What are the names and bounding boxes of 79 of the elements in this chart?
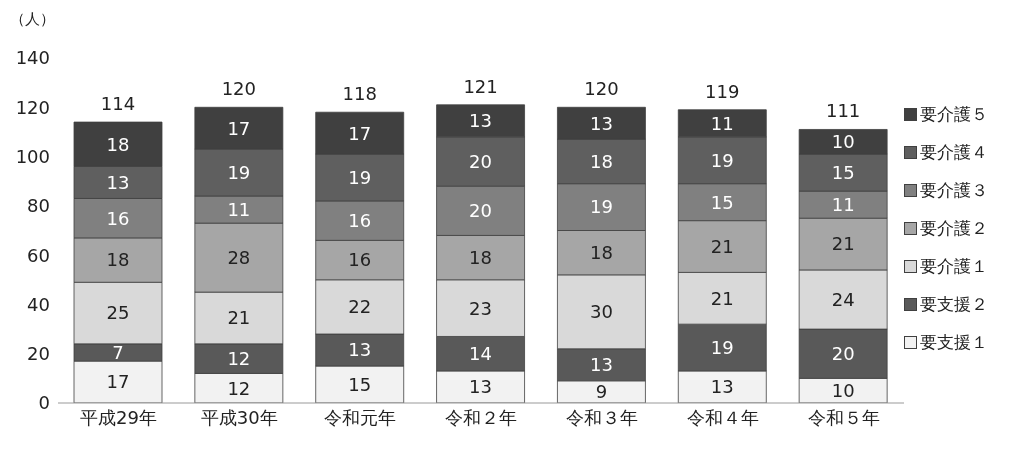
data-label: 21: [227, 307, 251, 329]
data-label: 13: [710, 376, 734, 398]
data-label: 19: [710, 336, 734, 358]
data-label: 11: [831, 194, 855, 216]
data-label: 12: [227, 377, 251, 399]
data-label: 19: [348, 166, 372, 188]
data-label: 13: [589, 354, 613, 376]
legend-label: 要介護３: [920, 179, 988, 202]
data-label: 12: [227, 348, 251, 370]
data-label: 18: [589, 242, 613, 264]
x-tick-label: 令和５年: [807, 406, 880, 428]
y-tick-label: 20: [27, 343, 50, 365]
data-label: 16: [348, 210, 372, 232]
data-label: 24: [831, 288, 855, 310]
data-label: 18: [106, 249, 130, 271]
y-tick-label: 40: [27, 293, 50, 315]
data-label: 17: [227, 117, 251, 139]
legend-label: 要支援１: [920, 331, 988, 354]
data-label: 15: [348, 373, 372, 395]
x-tick-label: 令和３年: [565, 406, 638, 428]
data-label: 13: [469, 376, 493, 398]
data-label: 11: [710, 112, 734, 134]
total-label: 114: [100, 93, 136, 115]
data-label: 20: [469, 200, 493, 222]
y-tick-label: 100: [15, 145, 50, 167]
data-label: 22: [348, 296, 372, 318]
data-label: 19: [227, 161, 251, 183]
data-label: 18: [589, 150, 613, 172]
total-label: 119: [705, 80, 740, 102]
data-label: 17: [106, 371, 130, 393]
data-label: 13: [589, 112, 613, 134]
data-label: 21: [831, 233, 855, 255]
data-label: 30: [589, 301, 613, 323]
data-label: 10: [831, 380, 855, 402]
data-label: 18: [106, 133, 130, 155]
total-label: 120: [221, 78, 257, 100]
x-tick-label: 令和４年: [686, 406, 759, 428]
data-label: 19: [589, 196, 613, 218]
data-label: 19: [710, 149, 734, 171]
y-tick-label: 0: [38, 392, 50, 414]
legend-label: 要介護５: [920, 103, 988, 126]
x-tick-label: 平成30年: [200, 406, 278, 428]
total-label: 118: [342, 83, 377, 105]
y-axis-title: （人）: [10, 10, 55, 29]
data-label: 23: [469, 297, 493, 319]
data-label: 13: [106, 171, 130, 193]
data-label: 17: [348, 122, 372, 144]
data-label: 25: [106, 302, 130, 324]
legend-label: 要支援２: [920, 293, 988, 316]
y-tick-label: 80: [27, 195, 50, 217]
data-label: 10: [831, 131, 855, 153]
data-label: 15: [710, 191, 734, 213]
data-label: 7: [112, 341, 124, 363]
total-label: 120: [584, 78, 619, 100]
y-tick-label: 120: [15, 96, 50, 118]
data-label: 13: [469, 110, 493, 132]
data-label: 11: [227, 198, 251, 220]
data-label: 16: [106, 207, 130, 229]
legend-label: 要介護４: [920, 141, 988, 164]
data-label: 21: [710, 235, 734, 257]
data-label: 15: [831, 161, 855, 183]
data-label: 16: [348, 249, 372, 271]
x-tick-label: 令和元年: [324, 406, 397, 428]
legend-label: 要介護２: [920, 217, 988, 240]
y-tick-label: 60: [27, 244, 50, 266]
data-label: 20: [831, 343, 855, 365]
data-label: 18: [469, 247, 493, 268]
data-label: 28: [227, 247, 251, 268]
data-label: 13: [348, 339, 372, 361]
data-label: 9: [595, 381, 608, 403]
total-label: 121: [463, 75, 498, 97]
data-label: 20: [469, 150, 493, 172]
x-tick-label: 令和２年: [445, 406, 517, 428]
y-tick-label: 140: [15, 47, 50, 69]
x-tick-label: 平成29年: [79, 406, 157, 428]
total-label: 111: [825, 100, 861, 122]
data-label: 21: [710, 287, 734, 309]
legend-label: 要介護１: [920, 255, 988, 278]
data-label: 14: [469, 343, 493, 365]
